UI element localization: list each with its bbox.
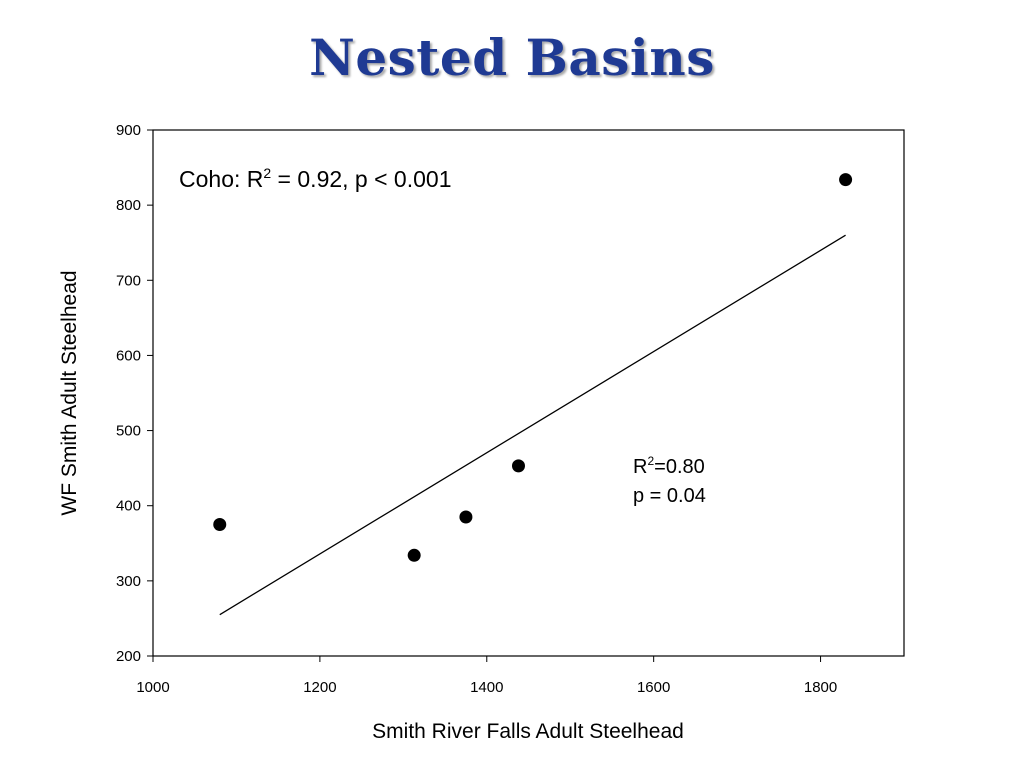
x-tick-label: 1400 bbox=[470, 679, 503, 696]
data-point bbox=[407, 548, 421, 562]
ticks-layer: 1000 1200 1400 1600 1800 200 300 400 500 600 700 80… bbox=[116, 122, 837, 696]
x-axis-title: Smith River Falls Adult Steelhead bbox=[372, 720, 684, 743]
y-tick-label: 300 bbox=[116, 573, 141, 590]
x-tick-label: 1200 bbox=[303, 679, 336, 696]
points-layer bbox=[213, 173, 853, 562]
data-point bbox=[511, 459, 525, 473]
plot-frame bbox=[152, 129, 905, 657]
y-tick-label: 400 bbox=[116, 498, 141, 515]
slide-title: Nested Basins bbox=[309, 28, 715, 87]
x-tick-label: 1000 bbox=[136, 679, 169, 696]
data-point bbox=[459, 510, 473, 524]
coho-annotation-sup: 2 bbox=[263, 165, 271, 181]
r2-annotation-sup: 2 bbox=[647, 454, 654, 468]
data-point bbox=[839, 173, 853, 187]
p-value-annotation: p = 0.04 bbox=[633, 485, 706, 507]
regression-line bbox=[219, 234, 846, 616]
coho-annotation-prefix: Coho: R bbox=[179, 166, 263, 192]
data-point bbox=[213, 518, 227, 531]
y-tick-label: 800 bbox=[116, 197, 141, 214]
y-tick-label: 500 bbox=[116, 423, 141, 440]
x-tick-label: 1600 bbox=[637, 679, 670, 696]
coho-annotation-suffix: = 0.92, p < 0.001 bbox=[271, 166, 451, 192]
y-tick-label: 600 bbox=[116, 347, 141, 364]
trend-layer bbox=[219, 234, 846, 616]
r2-annotation-prefix: R bbox=[633, 456, 647, 478]
y-tick-label: 700 bbox=[116, 272, 141, 289]
r2-annotation-suffix: =0.80 bbox=[654, 456, 705, 478]
y-tick-label: 200 bbox=[116, 648, 141, 665]
y-axis-title: WF Smith Adult Steelhead bbox=[58, 270, 81, 515]
y-tick-label: 900 bbox=[116, 122, 141, 139]
x-tick-label: 1800 bbox=[804, 679, 837, 696]
r2-annotation: R2=0.80 bbox=[633, 454, 705, 478]
coho-annotation: Coho: R2 = 0.92, p < 0.001 bbox=[179, 165, 452, 192]
